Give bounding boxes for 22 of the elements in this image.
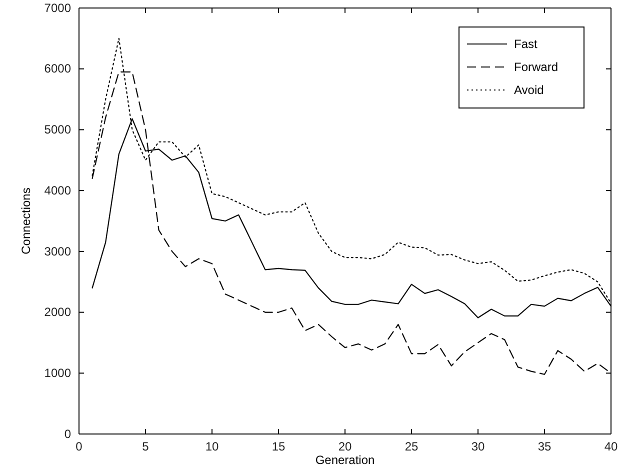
y-tick-label: 4000: [44, 183, 72, 198]
x-tick-label: 5: [142, 440, 150, 454]
x-tick-label: 30: [471, 440, 485, 454]
y-tick-label: 6000: [44, 62, 72, 76]
x-tick-label: 25: [404, 440, 418, 454]
y-tick-label: 3000: [44, 244, 72, 258]
y-tick-label: 2000: [44, 305, 72, 320]
legend-label: Fast: [514, 37, 538, 51]
y-axis-title: Connections: [19, 188, 33, 254]
legend-label: Forward: [514, 60, 558, 74]
y-tick-label: 5000: [44, 122, 72, 137]
x-tick-label: 35: [538, 440, 552, 454]
x-tick-label: 10: [205, 440, 219, 454]
x-tick-label: 0: [76, 440, 83, 454]
y-tick-label: 1000: [44, 366, 72, 380]
x-tick-label: 15: [272, 440, 286, 454]
y-tick-label: 0: [64, 426, 72, 441]
y-tick-label: 7000: [44, 0, 72, 15]
x-tick-label: 40: [604, 440, 618, 454]
legend-label: Avoid: [514, 83, 544, 97]
x-tick-label: 20: [338, 440, 352, 454]
x-axis-title: Generation: [315, 453, 375, 467]
